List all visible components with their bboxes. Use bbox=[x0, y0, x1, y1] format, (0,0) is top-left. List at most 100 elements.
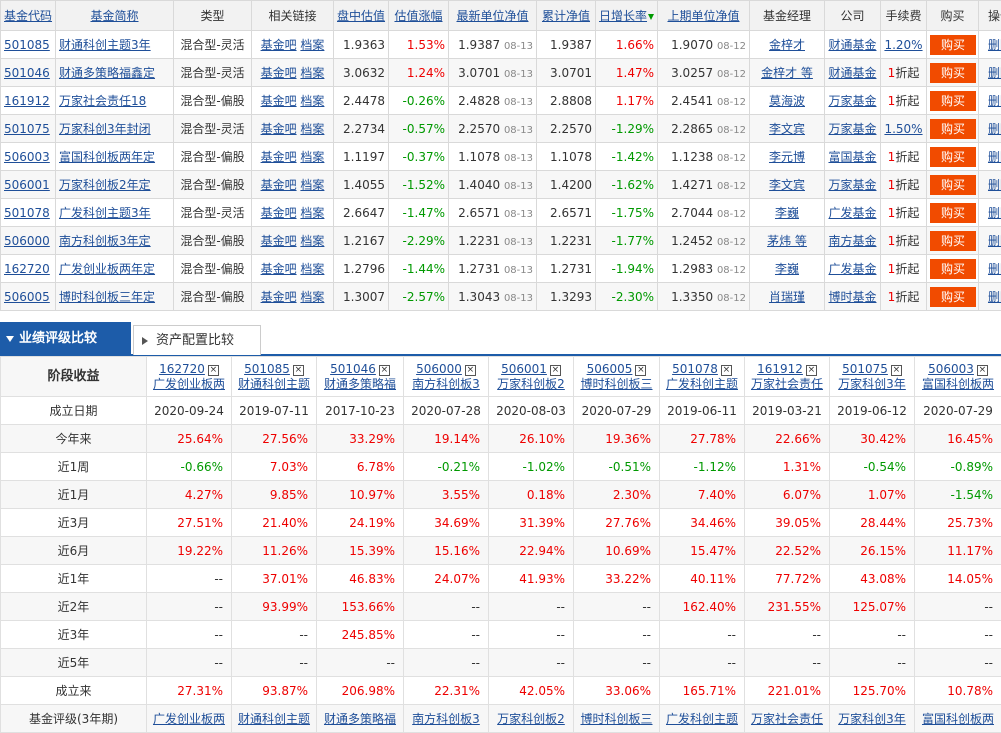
fund-code-link[interactable]: 501046 bbox=[4, 65, 50, 80]
fund-forum-link[interactable]: 基金吧 bbox=[260, 38, 297, 52]
fund-code-link[interactable]: 506001 bbox=[4, 177, 50, 192]
delete-link[interactable]: 删除 bbox=[987, 234, 1001, 248]
fund-archive-link[interactable]: 档案 bbox=[300, 66, 325, 80]
delete-link[interactable]: 删除 bbox=[987, 290, 1001, 304]
compare-fund-code-link[interactable]: 501046 bbox=[330, 361, 376, 376]
fund-forum-link[interactable]: 基金吧 bbox=[260, 262, 297, 276]
compare-fund-code-link[interactable]: 506003 bbox=[928, 361, 974, 376]
company-link[interactable]: 广发基金 bbox=[828, 262, 877, 276]
company-link[interactable]: 万家基金 bbox=[828, 122, 877, 136]
fund-name-link[interactable]: 财通多策略福鑫定 bbox=[59, 66, 156, 80]
buy-button[interactable]: 购买 bbox=[930, 202, 976, 223]
rating-fund-link[interactable]: 万家科创3年 bbox=[838, 712, 906, 726]
compare-fund-name-link[interactable]: 广发创业板两 bbox=[152, 376, 225, 391]
rating-fund-link[interactable]: 博时科创板三 bbox=[580, 712, 653, 726]
compare-fund-code-link[interactable]: 501075 bbox=[842, 361, 888, 376]
remove-fund-icon[interactable]: × bbox=[464, 364, 476, 376]
company-link[interactable]: 万家基金 bbox=[828, 94, 877, 108]
rating-fund-link[interactable]: 万家社会责任 bbox=[750, 712, 823, 726]
fund-name-link[interactable]: 万家社会责任18 bbox=[59, 94, 147, 108]
header-cum-nav[interactable]: 累计净值 bbox=[536, 0, 596, 31]
fund-code-link[interactable]: 161912 bbox=[4, 93, 50, 108]
company-link[interactable]: 万家基金 bbox=[828, 178, 877, 192]
company-link[interactable]: 广发基金 bbox=[828, 206, 877, 220]
compare-fund-name-link[interactable]: 财通科创主题 bbox=[237, 376, 310, 391]
remove-fund-icon[interactable]: × bbox=[292, 364, 304, 376]
fund-archive-link[interactable]: 档案 bbox=[300, 150, 325, 164]
buy-button[interactable]: 购买 bbox=[930, 146, 976, 167]
header-prev-nav[interactable]: 上期单位净值 bbox=[657, 0, 750, 31]
fund-forum-link[interactable]: 基金吧 bbox=[260, 206, 297, 220]
compare-fund-code-link[interactable]: 501078 bbox=[672, 361, 718, 376]
fund-name-link[interactable]: 广发科创主题3年 bbox=[59, 206, 151, 220]
remove-fund-icon[interactable]: × bbox=[207, 364, 219, 376]
remove-fund-icon[interactable]: × bbox=[976, 364, 988, 376]
fund-archive-link[interactable]: 档案 bbox=[300, 122, 325, 136]
delete-link[interactable]: 删除 bbox=[987, 38, 1001, 52]
fund-forum-link[interactable]: 基金吧 bbox=[260, 290, 297, 304]
delete-link[interactable]: 删除 bbox=[987, 206, 1001, 220]
compare-fund-name-link[interactable]: 万家科创3年 bbox=[838, 376, 906, 391]
header-fund-name[interactable]: 基金简称 bbox=[55, 0, 174, 31]
delete-link[interactable]: 删除 bbox=[987, 262, 1001, 276]
delete-link[interactable]: 删除 bbox=[987, 150, 1001, 164]
buy-button[interactable]: 购买 bbox=[930, 34, 976, 55]
fee-rate-link[interactable]: 1.20% bbox=[884, 37, 923, 52]
fund-name-link[interactable]: 万家科创3年封闭 bbox=[59, 122, 151, 136]
buy-button[interactable]: 购买 bbox=[930, 286, 976, 307]
fund-forum-link[interactable]: 基金吧 bbox=[260, 234, 297, 248]
manager-link[interactable]: 李文宾 bbox=[768, 178, 805, 192]
compare-fund-name-link[interactable]: 万家科创板2 bbox=[497, 376, 565, 391]
header-est-value[interactable]: 盘中估值 bbox=[333, 0, 389, 31]
delete-link[interactable]: 删除 bbox=[987, 66, 1001, 80]
fund-archive-link[interactable]: 档案 bbox=[300, 262, 325, 276]
buy-button[interactable]: 购买 bbox=[930, 90, 976, 111]
company-link[interactable]: 富国基金 bbox=[828, 150, 877, 164]
compare-fund-name-link[interactable]: 博时科创板三 bbox=[580, 376, 653, 391]
header-latest-nav[interactable]: 最新单位净值 bbox=[448, 0, 537, 31]
fund-forum-link[interactable]: 基金吧 bbox=[260, 150, 297, 164]
tab-asset-allocation[interactable]: 资产配置比较 bbox=[133, 325, 261, 355]
fund-archive-link[interactable]: 档案 bbox=[300, 234, 325, 248]
tab-performance-rating[interactable]: 业绩评级比较 bbox=[0, 322, 131, 355]
fund-forum-link[interactable]: 基金吧 bbox=[260, 66, 297, 80]
buy-button[interactable]: 购买 bbox=[930, 62, 976, 83]
buy-button[interactable]: 购买 bbox=[930, 174, 976, 195]
fund-name-link[interactable]: 富国科创板两年定 bbox=[59, 150, 156, 164]
remove-fund-icon[interactable]: × bbox=[805, 364, 817, 376]
manager-link[interactable]: 李文宾 bbox=[768, 122, 805, 136]
fund-code-link[interactable]: 501085 bbox=[4, 37, 50, 52]
rating-fund-link[interactable]: 财通多策略福 bbox=[323, 712, 396, 726]
fund-name-link[interactable]: 广发创业板两年定 bbox=[59, 262, 156, 276]
rating-fund-link[interactable]: 财通科创主题 bbox=[237, 712, 310, 726]
manager-link[interactable]: 金梓才 等 bbox=[761, 66, 813, 80]
fund-archive-link[interactable]: 档案 bbox=[300, 178, 325, 192]
compare-fund-code-link[interactable]: 501085 bbox=[244, 361, 290, 376]
fund-forum-link[interactable]: 基金吧 bbox=[260, 94, 297, 108]
rating-fund-link[interactable]: 万家科创板2 bbox=[497, 712, 565, 726]
fund-forum-link[interactable]: 基金吧 bbox=[260, 178, 297, 192]
header-fund-code[interactable]: 基金代码 bbox=[0, 0, 56, 31]
manager-link[interactable]: 金梓才 bbox=[768, 38, 805, 52]
fund-code-link[interactable]: 501078 bbox=[4, 205, 50, 220]
compare-fund-code-link[interactable]: 506001 bbox=[501, 361, 547, 376]
manager-link[interactable]: 肖瑞瑾 bbox=[768, 290, 805, 304]
fund-name-link[interactable]: 财通科创主题3年 bbox=[59, 38, 151, 52]
manager-link[interactable]: 莫海波 bbox=[768, 94, 805, 108]
fund-code-link[interactable]: 501075 bbox=[4, 121, 50, 136]
company-link[interactable]: 南方基金 bbox=[828, 234, 877, 248]
delete-link[interactable]: 删除 bbox=[987, 178, 1001, 192]
compare-fund-code-link[interactable]: 506000 bbox=[416, 361, 462, 376]
fund-archive-link[interactable]: 档案 bbox=[300, 290, 325, 304]
fund-code-link[interactable]: 506005 bbox=[4, 289, 50, 304]
rating-fund-link[interactable]: 广发科创主题 bbox=[665, 712, 738, 726]
fund-code-link[interactable]: 162720 bbox=[4, 261, 50, 276]
fund-code-link[interactable]: 506000 bbox=[4, 233, 50, 248]
rating-fund-link[interactable]: 南方科创板3 bbox=[412, 712, 480, 726]
rating-fund-link[interactable]: 广发创业板两 bbox=[152, 712, 225, 726]
company-link[interactable]: 财通基金 bbox=[828, 66, 877, 80]
compare-fund-name-link[interactable]: 万家社会责任 bbox=[750, 376, 823, 391]
company-link[interactable]: 博时基金 bbox=[828, 290, 877, 304]
buy-button[interactable]: 购买 bbox=[930, 258, 976, 279]
manager-link[interactable]: 李元博 bbox=[768, 150, 805, 164]
